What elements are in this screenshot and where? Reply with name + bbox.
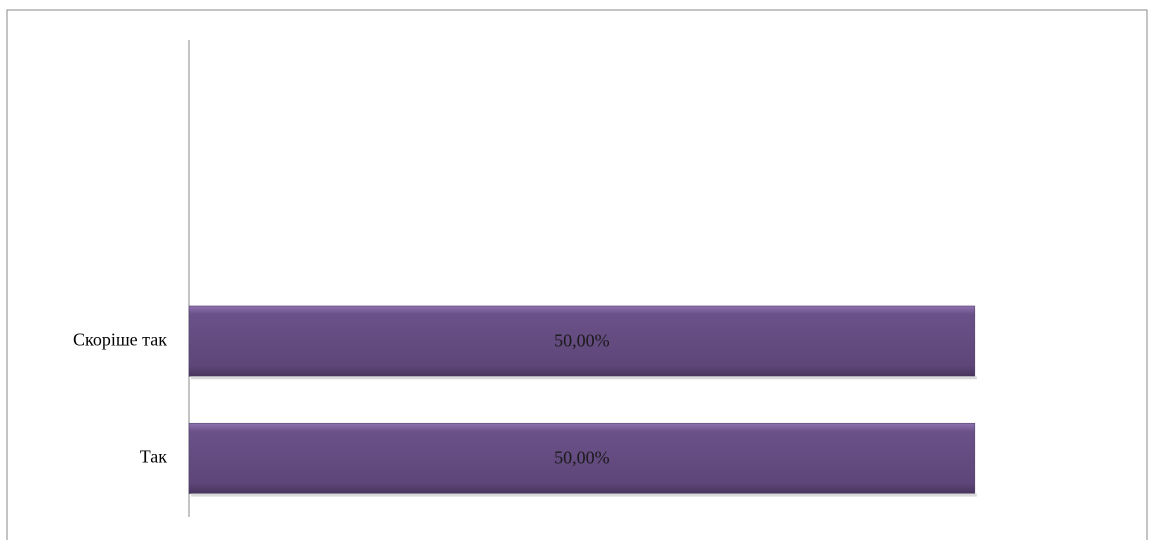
y-tick-label: Так: [140, 447, 168, 467]
bar: [188, 422, 976, 494]
bar-shadow: [191, 493, 977, 497]
y-tick-label: Скоріше так: [73, 329, 167, 349]
data-label: 50,00%: [554, 330, 610, 350]
bar: [188, 305, 976, 377]
data-label: 50,00%: [554, 448, 610, 468]
bar-shadow: [191, 376, 977, 380]
chart-frame: [6, 9, 1148, 540]
